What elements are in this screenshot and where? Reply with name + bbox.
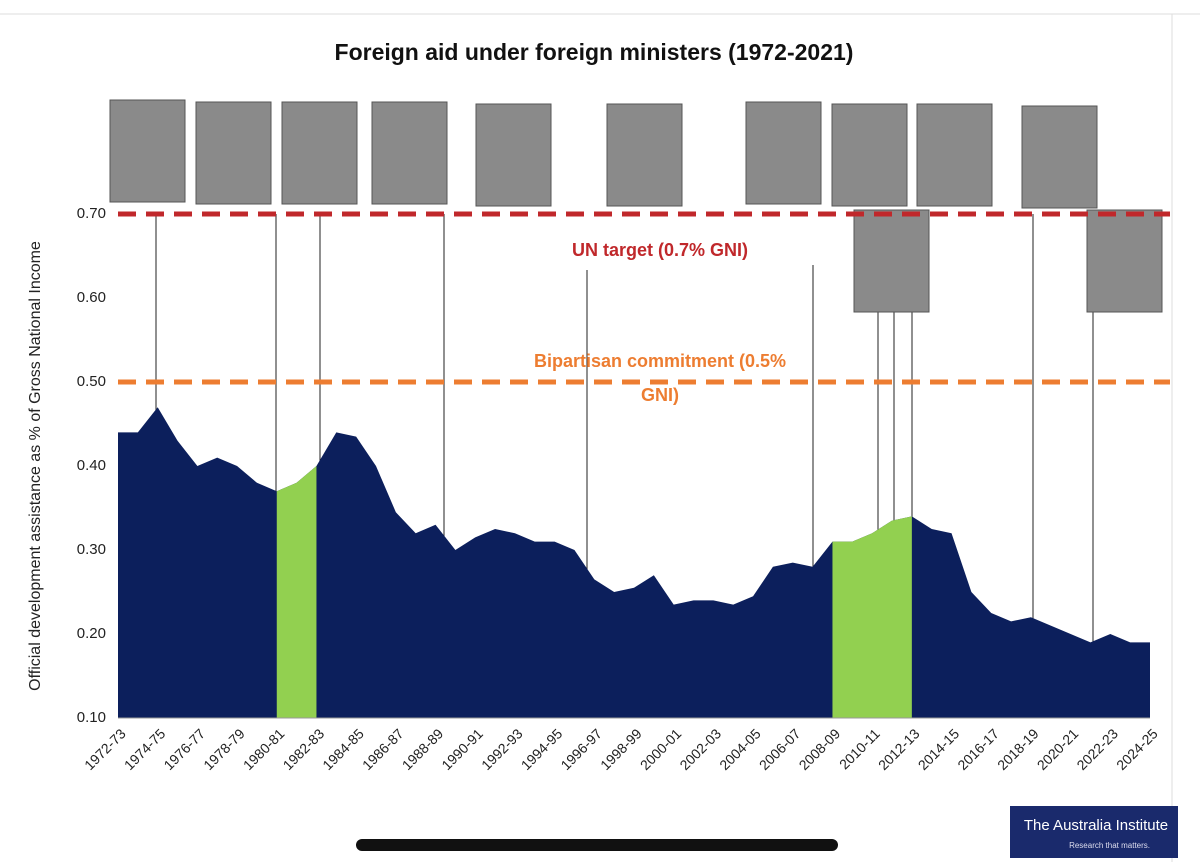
chart-title: Foreign aid under foreign ministers (197… bbox=[335, 39, 854, 65]
minister-photo bbox=[606, 103, 683, 207]
logo-tagline: Research that matters. bbox=[1069, 841, 1150, 850]
minister-photo bbox=[916, 103, 993, 207]
y-axis-label: Official development assistance as % of … bbox=[27, 241, 44, 691]
minister-photo bbox=[831, 103, 908, 207]
minister-photo bbox=[1086, 209, 1163, 313]
reference-label: GNI) bbox=[641, 385, 679, 405]
minister-markers bbox=[109, 99, 1163, 718]
y-tick-label: 0.30 bbox=[77, 541, 106, 558]
minister-photo bbox=[195, 101, 272, 205]
scroll-indicator bbox=[356, 839, 838, 851]
highlight-area bbox=[276, 466, 317, 718]
minister-photo bbox=[853, 209, 930, 313]
y-tick-label: 0.70 bbox=[77, 205, 106, 222]
y-tick-label: 0.40 bbox=[77, 457, 106, 474]
y-tick-label: 0.10 bbox=[77, 709, 106, 726]
logo-box bbox=[1010, 806, 1178, 858]
minister-photo bbox=[745, 101, 822, 205]
highlight-area bbox=[832, 516, 912, 718]
y-tick-label: 0.20 bbox=[77, 625, 106, 642]
reference-label: UN target (0.7% GNI) bbox=[572, 240, 748, 260]
reference-label: Bipartisan commitment (0.5% bbox=[534, 351, 786, 371]
minister-photo bbox=[475, 103, 552, 207]
y-tick-label: 0.60 bbox=[77, 289, 106, 306]
minister-photo bbox=[371, 101, 448, 205]
minister-photo bbox=[281, 101, 358, 205]
minister-photo bbox=[109, 99, 186, 203]
logo-name: The Australia Institute bbox=[1024, 817, 1168, 834]
y-tick-label: 0.50 bbox=[77, 373, 106, 390]
minister-photo bbox=[1021, 105, 1098, 209]
